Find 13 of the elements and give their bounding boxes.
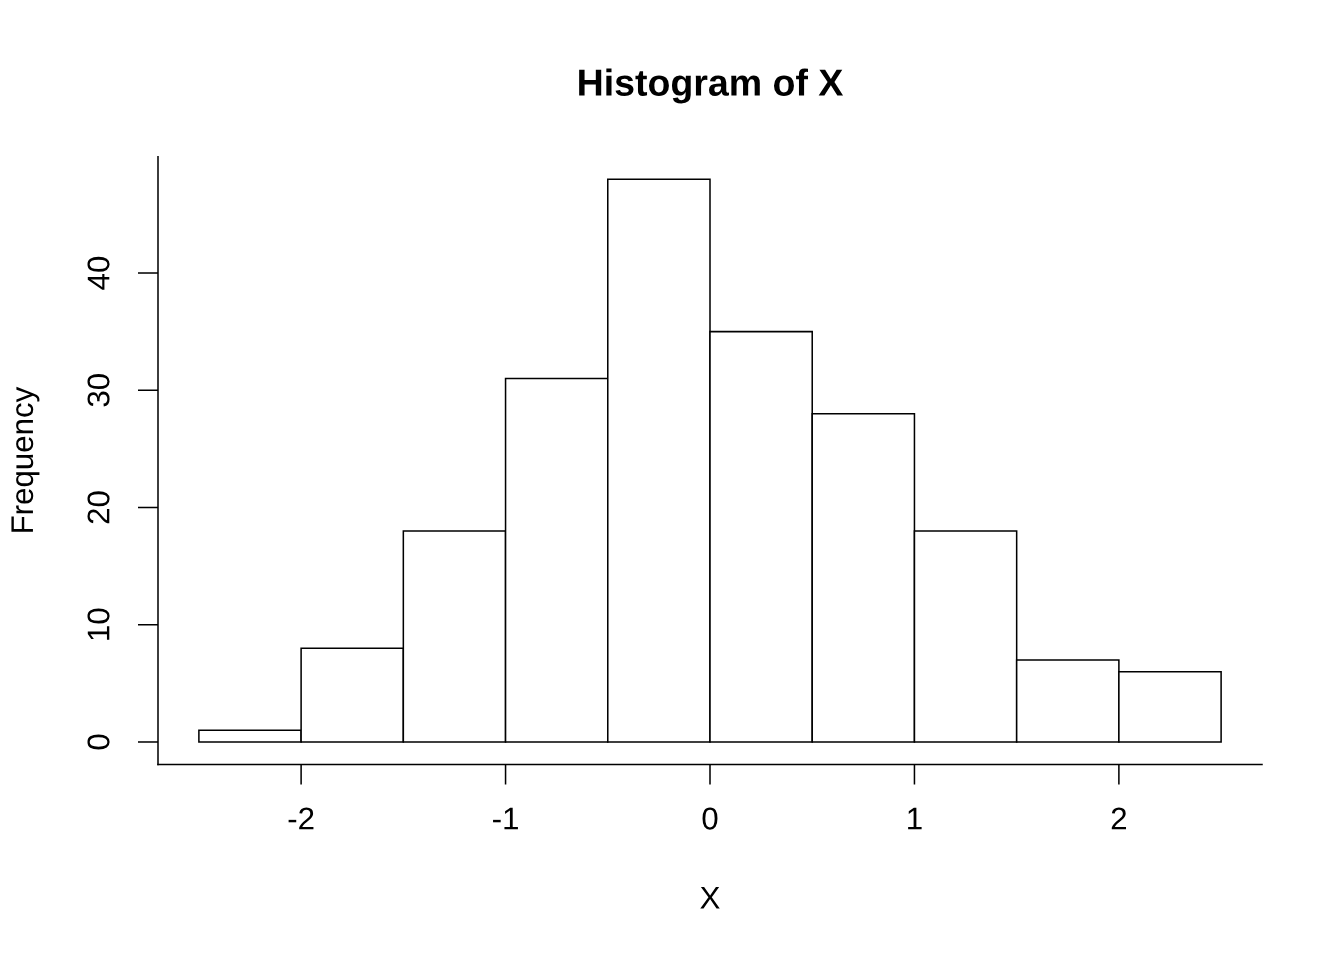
x-tick-label: -1 bbox=[493, 807, 518, 830]
y-tick-label: 20 bbox=[87, 491, 110, 524]
x-tick-label: 0 bbox=[702, 807, 718, 830]
x-tick-label: 2 bbox=[1111, 807, 1127, 830]
x-tick-label: 1 bbox=[908, 807, 922, 830]
y-tick-label: 30 bbox=[87, 374, 110, 407]
chart-title: Histogram of X bbox=[579, 68, 844, 104]
x-tick-label: -2 bbox=[288, 807, 314, 830]
y-tick-label: 10 bbox=[87, 608, 110, 640]
y-tick-label: 40 bbox=[87, 256, 110, 290]
x-axis-title: X bbox=[700, 887, 720, 909]
y-axis-title: Frequency bbox=[11, 386, 40, 532]
y-tick-label: 0 bbox=[87, 734, 110, 750]
